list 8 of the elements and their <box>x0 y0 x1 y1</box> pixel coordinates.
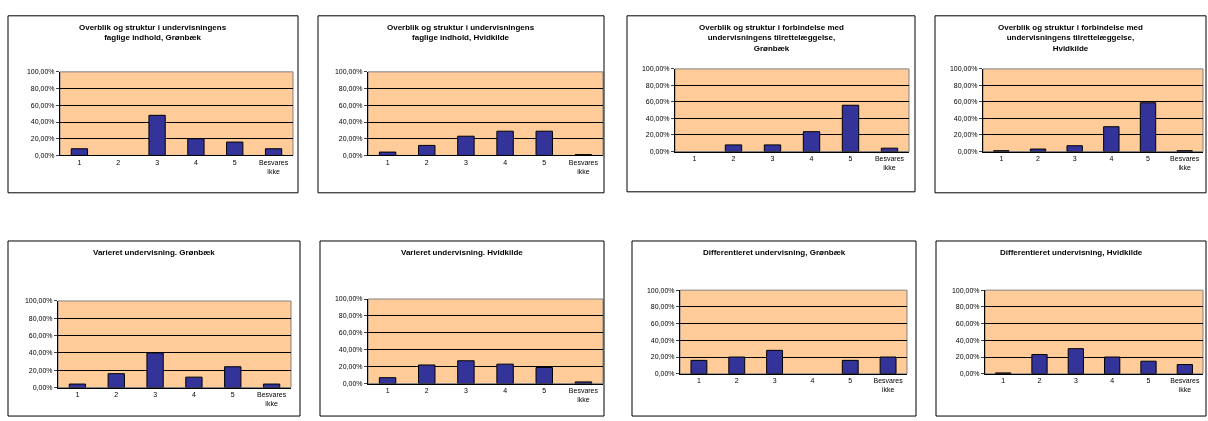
chart-title: Overblik og struktur i forbindelse med undervisningens tilrettelæggelse, Grønbæk <box>699 23 845 53</box>
chart-title: Overblik og struktur i forbindelse med undervisningens tilrettelæggelse, Hvidkilde <box>998 23 1144 53</box>
chart-title: Varieret undervisning. Grønbæk <box>93 248 216 257</box>
chart-title: Varieret undervisning. Hvidkilde <box>401 248 524 257</box>
chart-title: Overblik og struktur i undervisningens faglige indhold, Hvidkilde <box>387 23 535 43</box>
chart-title: Differentieret undervisning, Hvidkilde <box>1000 248 1143 257</box>
chart-title: Overblik og struktur i undervisningens faglige indhold, Grønbæk <box>79 23 227 43</box>
chart-title: Differentieret undervisning, Grønbæk <box>703 248 846 257</box>
